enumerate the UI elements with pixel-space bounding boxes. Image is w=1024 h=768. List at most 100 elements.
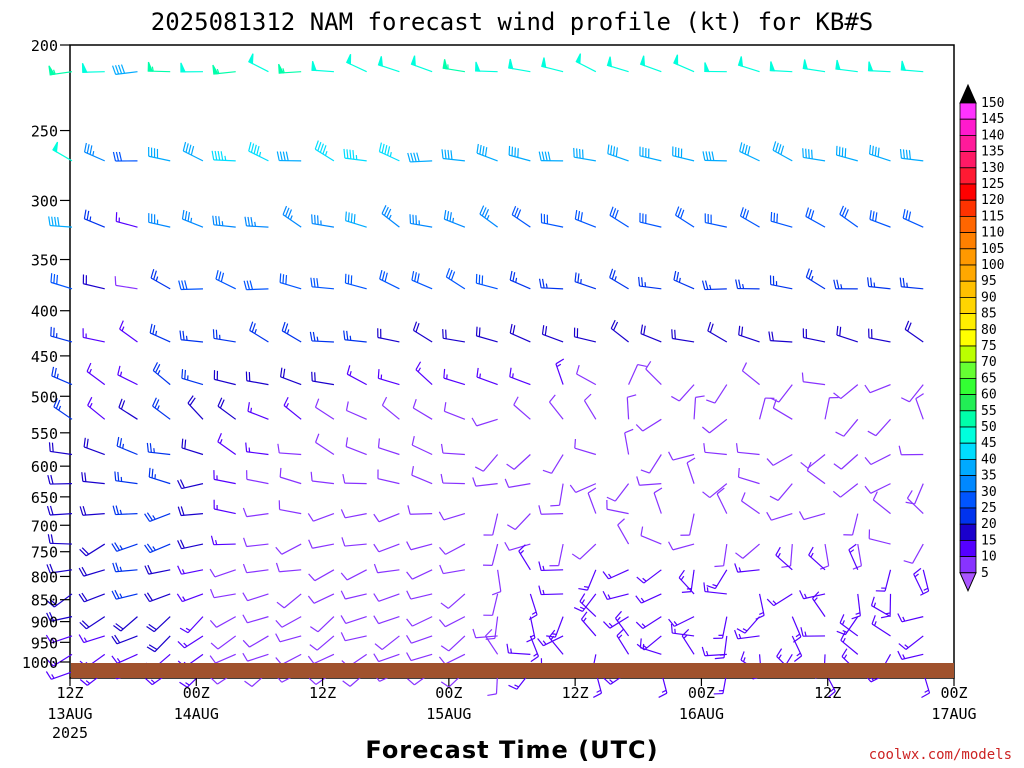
wind-barb bbox=[848, 543, 859, 571]
wind-barb bbox=[898, 635, 924, 650]
wind-barb bbox=[438, 511, 466, 521]
wind-barb bbox=[83, 142, 105, 162]
wind-barb bbox=[443, 368, 466, 386]
wind-barb bbox=[701, 646, 727, 657]
wind-barb bbox=[686, 457, 696, 484]
wind-barb bbox=[345, 437, 367, 456]
wind-barb bbox=[410, 55, 433, 73]
wind-barb bbox=[636, 569, 662, 584]
x-tick-label: 12Z bbox=[814, 684, 841, 702]
wind-barb bbox=[247, 402, 269, 420]
wind-barb bbox=[800, 627, 826, 637]
colorbar-segment bbox=[959, 313, 977, 331]
wind-barb bbox=[537, 635, 564, 647]
wind-barb bbox=[212, 64, 236, 75]
wind-barb bbox=[624, 428, 634, 455]
y-tick-label: 450 bbox=[31, 348, 58, 366]
wind-barb bbox=[276, 593, 302, 609]
wind-barb bbox=[246, 470, 269, 485]
wind-barb bbox=[920, 569, 930, 596]
wind-barb bbox=[443, 402, 466, 420]
wind-barb bbox=[209, 616, 236, 628]
wind-barb bbox=[736, 616, 761, 634]
wind-barb bbox=[406, 652, 433, 662]
wind-barb bbox=[653, 487, 663, 514]
wind-barb bbox=[479, 205, 498, 228]
x-tick-label: 00Z bbox=[940, 684, 967, 702]
wind-barb bbox=[441, 149, 465, 162]
wind-barb bbox=[144, 564, 171, 575]
wind-barb bbox=[802, 148, 826, 162]
y-tick-label: 500 bbox=[31, 388, 58, 406]
colorbar-segment bbox=[959, 102, 977, 120]
wind-barb bbox=[812, 591, 826, 617]
wind-barb bbox=[772, 141, 793, 162]
chart-title: 2025081312 NAM forecast wind profile (kt… bbox=[151, 8, 873, 36]
wind-barb bbox=[735, 279, 760, 290]
colorbar-segment bbox=[959, 475, 977, 493]
colorbar-label: 45 bbox=[981, 436, 997, 451]
wind-barb bbox=[775, 546, 793, 571]
wind-barb bbox=[734, 629, 760, 640]
wind-barb bbox=[680, 513, 695, 536]
wind-barb bbox=[212, 215, 236, 228]
wind-barb bbox=[310, 277, 334, 290]
wind-barb bbox=[242, 592, 269, 602]
wind-barb bbox=[668, 616, 695, 627]
colorbar-segment bbox=[959, 215, 977, 233]
wind-barb bbox=[707, 321, 728, 343]
wind-barb bbox=[411, 271, 433, 290]
wind-barb bbox=[540, 213, 564, 228]
wind-barb bbox=[639, 212, 662, 228]
wind-barb bbox=[377, 438, 400, 456]
wind-barb bbox=[900, 384, 924, 403]
wind-barb bbox=[275, 616, 302, 628]
wind-barb bbox=[833, 279, 858, 290]
wind-barb bbox=[307, 653, 335, 665]
wind-barb bbox=[51, 366, 73, 386]
wind-barb bbox=[187, 395, 204, 420]
wind-barb bbox=[508, 58, 531, 73]
x-tick-date: 13AUG bbox=[47, 705, 92, 723]
wind-barb bbox=[212, 329, 236, 343]
wind-barb bbox=[177, 479, 204, 490]
wind-barb bbox=[213, 499, 236, 515]
wind-barb bbox=[706, 384, 728, 404]
wind-barb bbox=[147, 61, 171, 73]
wind-barb bbox=[245, 442, 269, 456]
y-tick-label: 800 bbox=[31, 568, 58, 586]
wind-barb bbox=[864, 483, 891, 494]
wind-barb bbox=[609, 268, 629, 290]
colorbar-min-arrow bbox=[959, 572, 977, 593]
wind-barb bbox=[602, 590, 629, 601]
wind-barb bbox=[587, 487, 597, 514]
wind-barb bbox=[484, 628, 499, 655]
wind-barb bbox=[483, 543, 499, 566]
wind-barb bbox=[675, 206, 695, 228]
wind-barb bbox=[800, 454, 826, 469]
wind-barb bbox=[703, 582, 727, 595]
wind-barb bbox=[507, 513, 531, 531]
wind-barb bbox=[407, 505, 433, 515]
colorbar-segment bbox=[959, 248, 977, 266]
wind-barb bbox=[345, 401, 367, 420]
wind-barb bbox=[211, 150, 236, 162]
wind-barb bbox=[538, 561, 564, 572]
wind-barb bbox=[275, 562, 302, 573]
wind-barb bbox=[615, 610, 630, 637]
colorbar-segment bbox=[959, 264, 977, 282]
wind-barb bbox=[851, 593, 861, 620]
wind-barb bbox=[340, 569, 367, 581]
y-tick-label: 350 bbox=[31, 252, 58, 270]
wind-barb bbox=[571, 543, 597, 560]
wind-barb bbox=[114, 471, 138, 485]
wind-barb bbox=[111, 542, 138, 552]
colorbar-label: 15 bbox=[981, 533, 997, 548]
wind-barb bbox=[606, 500, 629, 515]
wind-barb bbox=[475, 326, 498, 343]
colorbar-segment bbox=[959, 345, 977, 363]
wind-barb bbox=[701, 418, 728, 434]
wind-barb bbox=[344, 273, 367, 290]
wind-barb bbox=[343, 148, 367, 162]
